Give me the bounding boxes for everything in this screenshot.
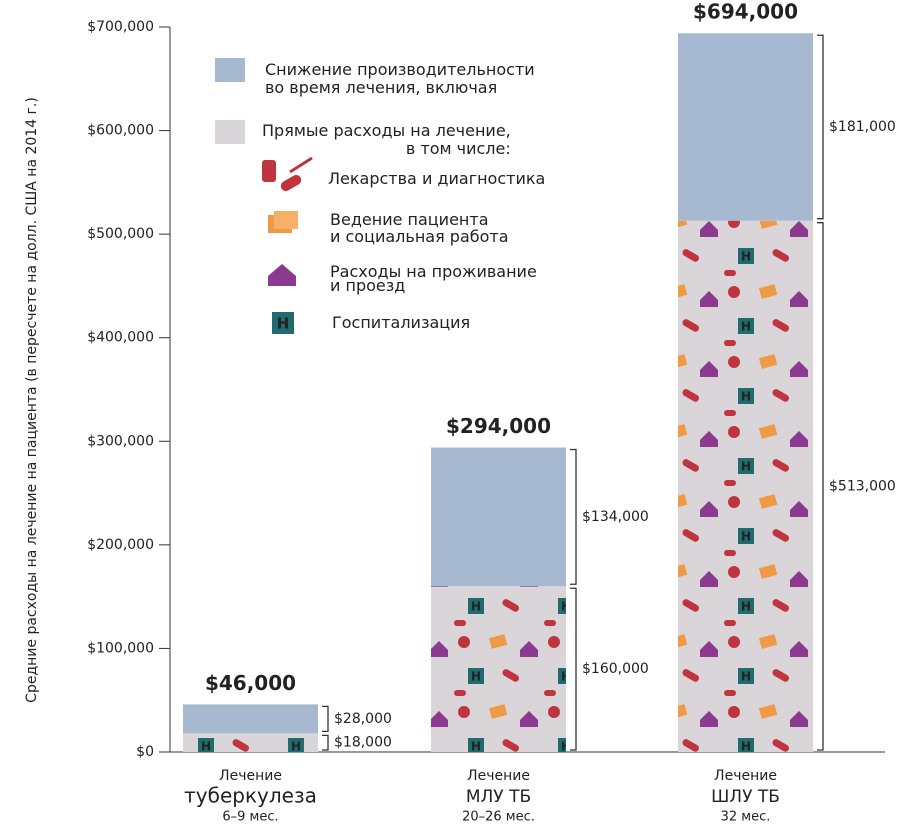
total-label: $694,000: [693, 0, 798, 24]
bar-segment: [678, 220, 813, 752]
x-tick-label: ШЛУ ТБ: [711, 787, 780, 807]
y-tick-label: $400,000: [87, 330, 154, 346]
legend-swatch: [215, 120, 245, 144]
legend-label: Снижение производительности во время леч…: [265, 60, 535, 97]
value-label: $160,000: [582, 661, 649, 677]
y-tick-label: $0: [136, 744, 154, 760]
bracket: [322, 705, 329, 733]
bracket: [817, 222, 824, 751]
bar-segment: [183, 704, 318, 734]
bracket: [817, 34, 824, 220]
bar-segment: [431, 586, 566, 752]
icon-hospital-letter: H: [277, 315, 290, 333]
x-tick-duration: 20–26 мес.: [462, 810, 535, 825]
x-tick-prefix: Лечение: [219, 768, 282, 784]
x-tick-duration: 32 мес.: [721, 810, 771, 825]
value-label: $513,000: [829, 478, 896, 494]
icon-drugs: [262, 156, 313, 191]
total-label: $294,000: [446, 414, 551, 438]
icon-management: [268, 211, 298, 233]
x-tick-label: МЛУ ТБ: [466, 787, 531, 807]
bracket: [322, 734, 329, 751]
legend-item: Лекарства и диагностика: [328, 169, 546, 188]
y-axis-label: Средние расходы на лечение на пациента (…: [24, 97, 40, 703]
value-label: $18,000: [334, 735, 392, 751]
bracket: [570, 448, 577, 585]
legend-item: Госпитализация: [332, 313, 471, 332]
bar-segment: [678, 33, 813, 221]
x-tick-label: туберкулеза: [184, 784, 317, 808]
icon-housing: [268, 264, 296, 286]
x-tick-prefix: Лечение: [467, 768, 530, 784]
y-tick-label: $700,000: [87, 19, 154, 35]
value-label: $181,000: [829, 119, 896, 135]
value-label: $28,000: [334, 711, 392, 727]
y-tick-label: $500,000: [87, 226, 154, 242]
y-tick-label: $600,000: [87, 123, 154, 139]
y-tick-label: $200,000: [87, 537, 154, 553]
total-label: $46,000: [205, 671, 296, 695]
icon-hospital: [272, 312, 294, 334]
y-tick-label: $100,000: [87, 640, 154, 656]
x-tick-duration: 6–9 мес.: [222, 810, 278, 825]
bar-segment: [183, 733, 318, 752]
legend-label: Прямые расходы на лечение, в том числе:: [262, 121, 511, 158]
bar-segment: [431, 447, 566, 587]
x-tick-prefix: Лечение: [714, 768, 777, 784]
legend-swatch: [215, 58, 245, 82]
legend-item: Ведение пациента и социальная работа: [330, 210, 509, 246]
value-label: $134,000: [582, 509, 649, 525]
y-tick-label: $300,000: [87, 433, 154, 449]
bracket: [570, 587, 577, 751]
legend-item: Расходы на проживание и проезд: [330, 262, 537, 295]
